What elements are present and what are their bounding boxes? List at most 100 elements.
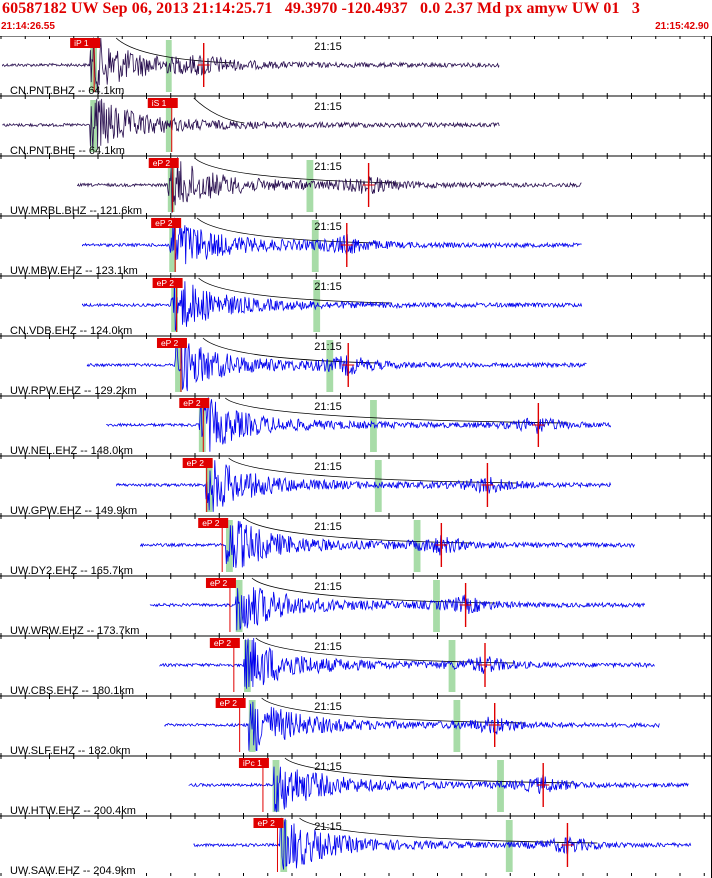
arrival-curve [115,37,234,64]
pick-label-box[interactable] [151,218,182,228]
pick-window-band [272,760,280,812]
waveform [82,217,582,265]
arrival-curve [243,517,472,544]
pick-label: eP 2 [210,578,228,588]
pick-label-box[interactable] [148,158,179,168]
waveform [106,397,612,452]
pick-label: eP 2 [155,218,173,228]
trace-row[interactable]: 21:15 eP 2 UW.SAW.EHZ -- 204.9km [0,815,712,877]
pick-label-box[interactable] [205,578,236,588]
arrival-curve [196,217,377,244]
pick-label-box[interactable] [152,278,183,288]
pick-label: eP 2 [157,278,175,288]
pick-label-box[interactable] [209,638,240,648]
station-label: UW.MRBL.BHZ -- 121.6km [10,205,142,217]
waveform [77,157,582,214]
pick-label: eP 2 [187,458,205,468]
arrival-curve [261,697,525,724]
waveform [116,460,612,512]
trace-row[interactable]: 21:15 eP 2 UW.WRW.EHZ -- 173.7km [0,575,712,637]
pick-window-band [205,460,213,512]
station-label: CN.VDB.EHZ -- 124.0km [10,325,132,337]
trace-row[interactable]: 21:15 eP 2 UW.MBW.EHZ -- 123.1km [0,215,712,277]
arrival-curve [228,457,518,484]
arrival-curve [198,277,392,304]
waveform [193,817,692,870]
time-marker-label: 21:15 [314,821,342,833]
pick-label: iP 1 [74,38,89,48]
pick-label-box[interactable] [238,758,269,768]
trace-row[interactable]: 21:15 eP 2 CN.VDB.EHZ -- 124.0km [0,275,712,337]
pick-window-band [198,400,206,452]
arrival-curve [299,817,598,844]
time-marker-label: 21:15 [314,761,342,773]
trace-row[interactable]: 21:15 eP 2 UW.GPW.EHZ -- 149.9km [0,455,712,517]
trace-row[interactable]: 21:15 iPc 1 UW.HTW.EHZ -- 200.4km [0,755,712,817]
station-label: CN.PNT.BHZ -- 64.1km [10,85,124,97]
trace-row[interactable]: 21:15 eP 2 UW.MRBL.BHZ -- 121.6km [0,155,712,217]
station-label: UW.DY2.EHZ -- 165.7km [10,565,133,577]
waveform [82,277,583,331]
start-time-label: 21:14:26.55 [1,21,55,32]
pick-window-band [448,640,456,692]
pick-label-box[interactable] [198,518,229,528]
trace-row[interactable]: 21:15 eP 2 UW.DY2.EHZ -- 165.7km [0,515,712,577]
station-label: UW.RPW.EHZ -- 129.2km [10,385,137,397]
waveform [2,37,500,93]
time-marker-label: 21:15 [314,401,342,413]
event-title: 60587182 UW Sep 06, 2013 21:14:25.71 49.… [2,0,640,17]
time-marker-label: 21:15 [314,701,342,713]
pick-label: eP 2 [153,158,171,168]
waveform [164,701,660,752]
pick-label: eP 2 [161,338,179,348]
waveform [188,766,689,813]
trace-row[interactable]: 21:15 iP 1 CN.PNT.BHZ -- 64.1km [0,36,712,97]
time-marker-label: 21:15 [314,41,342,53]
trace-row[interactable]: 21:15 eP 2 UW.NEL.EHZ -- 148.0km [0,395,712,457]
station-label: UW.HTW.EHZ -- 200.4km [10,805,136,817]
pick-label: iS 1 [152,98,167,108]
time-marker-label: 21:15 [314,161,342,173]
end-time-label: 21:15:42.90 [655,21,709,32]
pick-label-box[interactable] [179,398,210,408]
pick-window-band [370,400,377,452]
pick-label: eP 2 [214,638,232,648]
trace-row[interactable]: 21:15 iS 1 CN.PNT.BHE -- 64.1km [0,95,712,157]
time-marker-label: 21:15 [314,581,342,593]
pick-label-box[interactable] [215,698,246,708]
arrival-curve [224,397,569,424]
pick-label-box[interactable] [182,458,213,468]
time-marker-label: 21:15 [314,221,342,233]
arrival-curve [255,637,516,664]
pick-label-box[interactable] [70,38,101,48]
waveform [159,637,655,689]
pick-label-box[interactable] [253,818,284,828]
pick-label: iPc 1 [243,758,262,768]
station-label: UW.CBS.EHZ -- 180.1km [10,685,134,697]
seismogram-panel[interactable]: 21:15 iP 1 CN.PNT.BHZ -- 64.1km 21:15 iS 1 CN… [0,36,712,878]
time-marker-label: 21:15 [314,461,342,473]
pick-label: eP 2 [257,818,275,828]
pick-window-band [374,460,382,512]
station-label: UW.SLF.EHZ -- 182.0km [10,745,130,757]
station-label: UW.WRW.EHZ -- 173.7km [10,625,139,637]
pick-window-band [497,760,504,812]
waveform [2,98,500,150]
trace-row[interactable]: 21:15 eP 2 UW.SLF.EHZ -- 182.0km [0,695,712,757]
pick-label: eP 2 [202,518,220,528]
station-label: UW.NEL.EHZ -- 148.0km [10,445,133,457]
trace-row[interactable]: 21:15 eP 2 UW.RPW.EHZ -- 129.2km [0,335,712,397]
trace-row[interactable]: 21:15 eP 2 UW.CBS.EHZ -- 180.1km [0,635,712,697]
pick-window-band [165,100,172,152]
pick-label: eP 2 [220,698,238,708]
pick-window-band [90,40,97,92]
time-marker-label: 21:15 [314,521,342,533]
time-marker-label: 21:15 [314,101,342,113]
pick-label-box[interactable] [156,338,187,348]
arrival-curve [202,337,379,364]
pick-label-box[interactable] [147,98,178,108]
station-label: UW.GPW.EHZ -- 149.9km [10,505,137,517]
event-header: 60587182 UW Sep 06, 2013 21:14:25.71 49.… [0,0,712,36]
station-label: UW.MBW.EHZ -- 123.1km [10,265,138,277]
time-marker-label: 21:15 [314,281,342,293]
